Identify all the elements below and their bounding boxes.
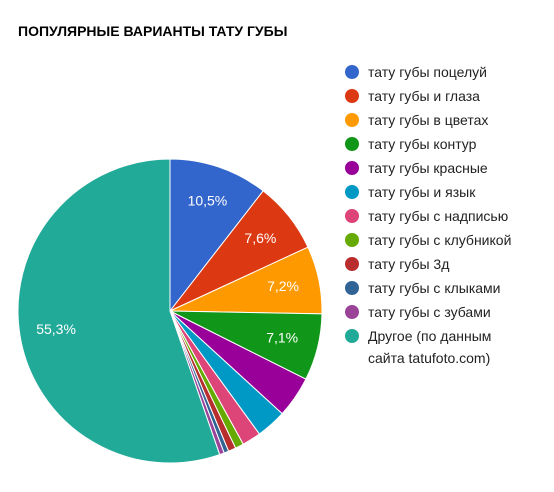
legend-swatch <box>345 329 359 343</box>
legend-swatch <box>345 257 359 271</box>
legend-label: тату губы с клубникой <box>368 232 512 248</box>
legend-swatch <box>345 305 359 319</box>
legend-swatch <box>345 233 359 247</box>
legend-swatch <box>345 281 359 295</box>
legend-label: тату губы в цветах <box>368 112 489 128</box>
pie-slice <box>17 158 221 464</box>
legend-swatch <box>345 209 359 223</box>
slice-label: 10,5% <box>188 192 228 208</box>
legend-item: тату губы поцелуй <box>345 61 516 85</box>
legend-item: тату губы с надписью <box>345 205 516 229</box>
legend-item: тату губы с клыками <box>345 277 516 301</box>
legend-label: тату губы с зубами <box>368 304 491 320</box>
legend-item: тату губы и язык <box>345 181 516 205</box>
legend-label: Другое (по данным сайта tatufoto.com) <box>368 328 492 366</box>
legend-label: тату губы контур <box>368 136 477 152</box>
legend-swatch <box>345 113 359 127</box>
legend-item: тату губы красные <box>345 157 516 181</box>
slice-label: 55,3% <box>36 321 76 337</box>
legend-label: тату губы и язык <box>368 184 476 200</box>
legend-label: тату губы и глаза <box>368 88 480 104</box>
legend-swatch <box>345 137 359 151</box>
legend-swatch <box>345 161 359 175</box>
pie-slice <box>169 158 264 313</box>
legend: тату губы поцелуй тату губы и глаза тату г… <box>345 61 520 371</box>
legend-item: Другое (по данным сайта tatufoto.com) <box>345 325 516 371</box>
legend-item: тату губы 3д <box>345 253 516 277</box>
legend-item: тату губы в цветах <box>345 109 516 133</box>
legend-label: тату губы с надписью <box>368 208 509 224</box>
legend-label: тату губы поцелуй <box>368 64 487 80</box>
legend-swatch <box>345 185 359 199</box>
legend-swatch <box>345 65 359 79</box>
slice-label: 7,2% <box>267 278 299 294</box>
slice-label: 7,1% <box>266 329 298 345</box>
legend-item: тату губы с клубникой <box>345 229 516 253</box>
legend-item: тату губы контур <box>345 133 516 157</box>
legend-label: тату губы 3д <box>368 256 450 272</box>
legend-item: тату губы с зубами <box>345 301 516 325</box>
legend-item: тату губы и глаза <box>345 85 516 109</box>
legend-label: тату губы с клыками <box>368 280 501 296</box>
legend-label: тату губы красные <box>368 160 488 176</box>
slice-label: 7,6% <box>244 230 276 246</box>
chart-title: ПОПУЛЯРНЫЕ ВАРИАНТЫ ТАТУ ГУБЫ <box>18 23 288 39</box>
legend-swatch <box>345 89 359 103</box>
